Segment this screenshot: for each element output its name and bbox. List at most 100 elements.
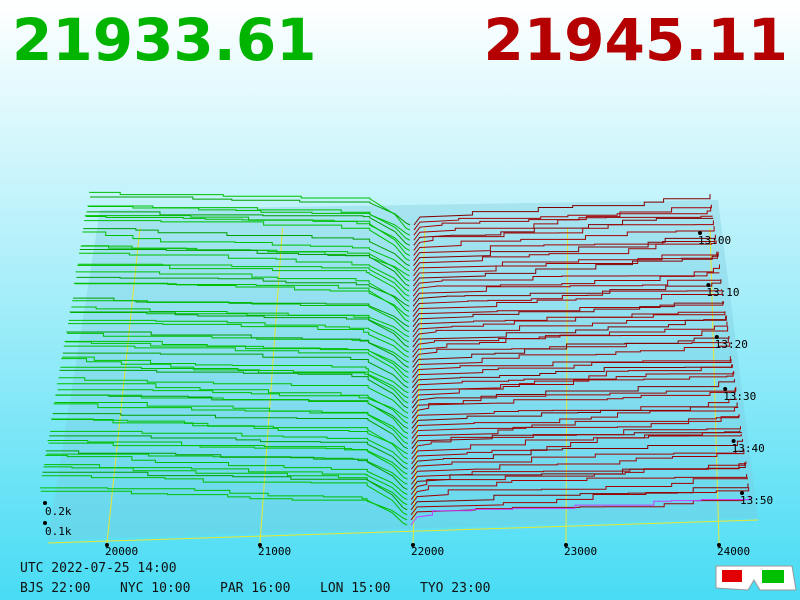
tick-dot (706, 283, 711, 287)
bid-depth-line (77, 264, 410, 302)
ask-depth-line (410, 474, 748, 500)
tick-dot (698, 231, 702, 235)
ask-depth-line (412, 311, 726, 338)
bid-depth-line (51, 418, 408, 460)
price-tick-label: 22000 (411, 545, 444, 558)
bid-depth-line (45, 450, 408, 490)
ask-depth-line (411, 426, 742, 455)
bid-depth-line (78, 252, 410, 292)
bid-depth-line (62, 352, 409, 389)
ask-depth-line (413, 215, 713, 241)
bid-depth-line (67, 323, 409, 358)
bid-depth-line (63, 345, 409, 384)
ask-depth-line (412, 315, 727, 348)
bid-depth-line (46, 453, 408, 485)
ask-depth-line (411, 372, 734, 399)
tick-dot (564, 543, 568, 547)
bid-depth-line (65, 341, 409, 373)
bid-depth-line (84, 215, 410, 256)
ask-depth-line (411, 371, 735, 404)
ask-depth-line (410, 495, 751, 526)
grid-line (565, 227, 568, 544)
ask-depth-line (411, 386, 737, 419)
bid-depth-line (75, 271, 410, 312)
bid-depth-line (86, 211, 411, 246)
time-tick-label: 13:00 (698, 234, 731, 247)
grid-line (106, 227, 141, 544)
ask-depth-line (412, 279, 722, 307)
bid-depth-line (41, 475, 408, 516)
ask-depth-line (412, 337, 729, 363)
bid-depth-line (50, 430, 408, 465)
bid-depth-line (56, 383, 409, 424)
ask-depth-line (411, 447, 744, 475)
bid-depth-line (49, 435, 408, 470)
bid-depth-line (40, 487, 408, 526)
bid-depth-line (90, 196, 411, 226)
depth-tick-label: 0.2k (45, 505, 72, 518)
city-clock: NYC 10:00 (120, 581, 190, 596)
bid-depth-line (55, 394, 409, 434)
price-tick-label: 21000 (258, 545, 291, 558)
ask-depth-line (412, 326, 729, 358)
ask-depth-line (412, 301, 724, 322)
utc-time: UTC 2022-07-25 14:00 (20, 561, 177, 576)
ask-depth-line (411, 449, 745, 480)
ask-depth-line (410, 498, 750, 521)
ask-depth-line (412, 311, 725, 333)
axis-labels: 20000 21000 22000 23000 24000 0.1k 0.2k 13:00 13… (43, 231, 773, 558)
tick-dot (105, 543, 109, 547)
time-tick-label: 13:50 (740, 494, 773, 507)
ask-depth-line (412, 356, 731, 378)
ask-depth-line (412, 359, 732, 383)
price-tick-label: 20000 (105, 545, 138, 558)
ask-depth-line (412, 301, 725, 327)
ask-depth-line (413, 253, 718, 282)
ask-depth-line (411, 364, 733, 394)
ask-depth-line (411, 364, 733, 389)
bid-depth-line (83, 228, 410, 267)
axis-line (47, 519, 759, 544)
ask-depth-line (412, 251, 719, 287)
price-tick-label: 23000 (564, 545, 597, 558)
ask-depth-line (410, 461, 747, 495)
time-tick-label: 13:40 (732, 442, 765, 455)
ask-depth-line (413, 238, 716, 261)
ask-depth-line (412, 264, 720, 297)
bid-depth-line (58, 377, 409, 414)
ask-depth-line (413, 234, 716, 266)
time-tick-label: 13:30 (723, 390, 756, 403)
bid-depth-line (43, 466, 408, 506)
bid-depth-line (42, 471, 408, 511)
ask-price: 21945.11 (483, 6, 788, 74)
ask-depth-line (412, 272, 720, 292)
tick-dot (258, 543, 262, 547)
glasses-icon (715, 565, 797, 591)
city-clock: PAR 16:00 (220, 581, 290, 596)
tick-dot (714, 335, 719, 339)
bid-depth-line (60, 366, 409, 404)
bid-depth-line (79, 249, 410, 287)
ask-depth-line (413, 217, 714, 246)
ask-depth-line (411, 398, 737, 424)
tick-dot (731, 439, 736, 443)
ask-depth-line (411, 402, 738, 429)
ask-depth-line (412, 292, 723, 317)
bid-depth-line (87, 205, 411, 241)
bid-depth-line (76, 276, 410, 307)
bid-depth-line (84, 220, 410, 262)
tick-dot (43, 501, 47, 505)
grid-line (412, 227, 426, 544)
bid-depth-line (66, 331, 409, 368)
bid-depth-line (89, 191, 411, 231)
bid-depth-line (71, 306, 410, 338)
ask-depth-line (413, 206, 712, 231)
bid-depth-line (40, 490, 408, 521)
bid-depth-line (44, 464, 408, 501)
ask-depth-line (413, 226, 715, 256)
bid-depth-line (45, 454, 408, 495)
ask-depth-line (411, 414, 740, 444)
city-clock: LON 15:00 (320, 581, 390, 596)
bid-depth-line (69, 311, 410, 348)
